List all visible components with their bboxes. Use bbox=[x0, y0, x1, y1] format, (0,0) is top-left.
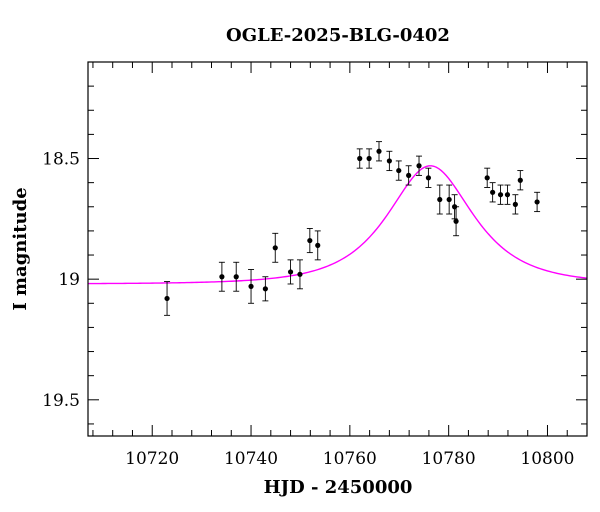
point-marker bbox=[297, 271, 303, 277]
point-marker bbox=[497, 192, 504, 198]
point-marker bbox=[446, 196, 452, 203]
point-marker bbox=[376, 148, 382, 154]
x-axis-label: HJD - 2450000 bbox=[264, 477, 413, 498]
x-tick-label: 10760 bbox=[323, 449, 377, 469]
point-marker bbox=[366, 155, 372, 162]
point-marker bbox=[315, 242, 321, 248]
data-point bbox=[287, 259, 294, 285]
data-point bbox=[425, 167, 432, 188]
y-tick-label: 19 bbox=[58, 270, 80, 290]
x-axis: 10720 10740 10760 10780 10800 bbox=[92, 62, 588, 469]
x-tick-label: 10740 bbox=[224, 449, 278, 469]
data-point bbox=[272, 232, 279, 263]
data-point bbox=[262, 276, 269, 302]
y-tick-label: 18.5 bbox=[42, 150, 80, 170]
data-point bbox=[405, 165, 412, 186]
plot-area bbox=[87, 141, 588, 316]
data-point bbox=[484, 167, 491, 188]
data-point bbox=[296, 259, 303, 290]
data-point bbox=[416, 155, 423, 176]
point-marker bbox=[164, 295, 170, 302]
data-point bbox=[366, 148, 373, 169]
x-tick-label: 10780 bbox=[422, 449, 476, 469]
data-point bbox=[497, 184, 504, 205]
data-point bbox=[453, 206, 460, 237]
point-marker bbox=[517, 177, 523, 183]
point-marker bbox=[484, 175, 490, 181]
point-marker bbox=[416, 163, 422, 169]
point-marker bbox=[437, 196, 443, 203]
point-marker bbox=[453, 218, 459, 224]
data-point bbox=[376, 141, 383, 162]
data-point bbox=[504, 184, 511, 205]
data-point bbox=[436, 184, 443, 215]
point-marker bbox=[307, 237, 313, 244]
data-point bbox=[248, 269, 255, 304]
point-marker bbox=[219, 274, 225, 280]
point-marker bbox=[386, 158, 392, 164]
data-point bbox=[356, 148, 363, 169]
x-tick-label: 10800 bbox=[520, 449, 574, 469]
point-marker bbox=[233, 274, 239, 280]
plot-frame bbox=[87, 61, 588, 437]
point-marker bbox=[272, 245, 278, 251]
data-point bbox=[446, 184, 453, 215]
data-point bbox=[517, 170, 524, 191]
data-point bbox=[314, 230, 321, 261]
point-marker bbox=[504, 192, 511, 198]
data-point bbox=[306, 228, 313, 254]
point-marker bbox=[287, 269, 294, 275]
point-marker bbox=[490, 189, 496, 195]
y-axis: 18.5 19 19.5 bbox=[42, 85, 587, 425]
data-point bbox=[489, 182, 496, 203]
y-tick-label: 19.5 bbox=[42, 391, 80, 411]
model-curve bbox=[87, 165, 588, 285]
point-marker bbox=[512, 201, 518, 207]
point-marker bbox=[262, 286, 268, 292]
data-point bbox=[164, 281, 171, 316]
point-marker bbox=[534, 199, 540, 205]
data-point bbox=[395, 160, 402, 181]
point-marker bbox=[425, 175, 432, 181]
data-point bbox=[512, 194, 519, 215]
data-point bbox=[218, 261, 225, 292]
y-axis-label: I magnitude bbox=[10, 187, 31, 310]
point-marker bbox=[406, 172, 412, 179]
point-marker bbox=[396, 167, 402, 174]
data-point bbox=[386, 150, 393, 172]
x-tick-label: 10720 bbox=[125, 449, 179, 469]
data-point bbox=[233, 261, 240, 292]
data-point bbox=[534, 191, 541, 213]
point-marker bbox=[357, 155, 363, 162]
point-marker bbox=[248, 283, 254, 289]
chart-title: OGLE-2025-BLG-0402 bbox=[226, 25, 450, 46]
